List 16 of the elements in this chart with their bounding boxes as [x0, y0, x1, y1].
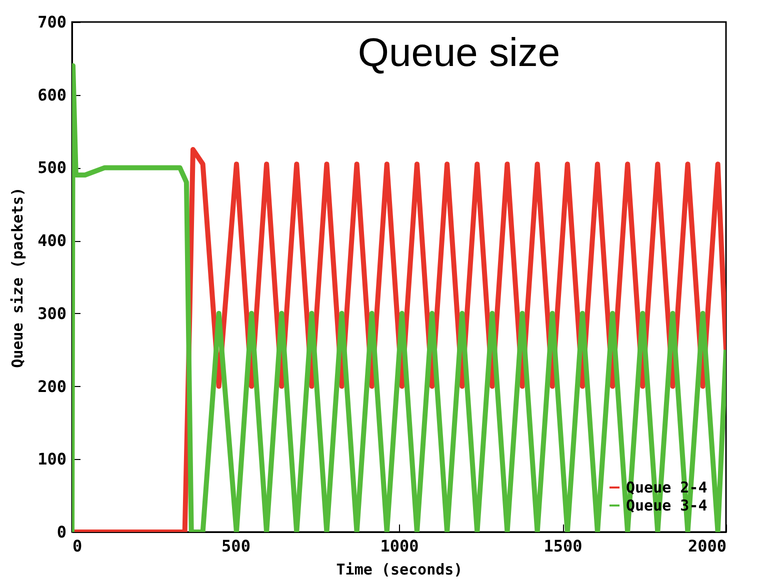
y-tick-label: 300 [38, 304, 66, 323]
y-tick-label: 400 [38, 231, 66, 250]
x-tick-label: 1500 [544, 536, 582, 556]
y-tick-label: 500 [38, 158, 66, 178]
y-axis-title: Queue size (packets) [8, 187, 27, 368]
x-tick-label: 2000 [688, 536, 726, 556]
y-tick-label: 100 [38, 450, 66, 469]
y-tick-label: 0 [56, 522, 66, 542]
x-tick-label: 0 [72, 536, 82, 556]
y-tick-label: 700 [38, 12, 66, 32]
x-tick-label: 500 [222, 536, 250, 556]
chart-title: Queue size [358, 31, 560, 75]
y-tick-label: 200 [38, 376, 66, 396]
y-tick-label: 600 [38, 85, 66, 104]
x-axis-title: Time (seconds) [336, 560, 463, 578]
x-tick-label: 1000 [380, 536, 419, 556]
